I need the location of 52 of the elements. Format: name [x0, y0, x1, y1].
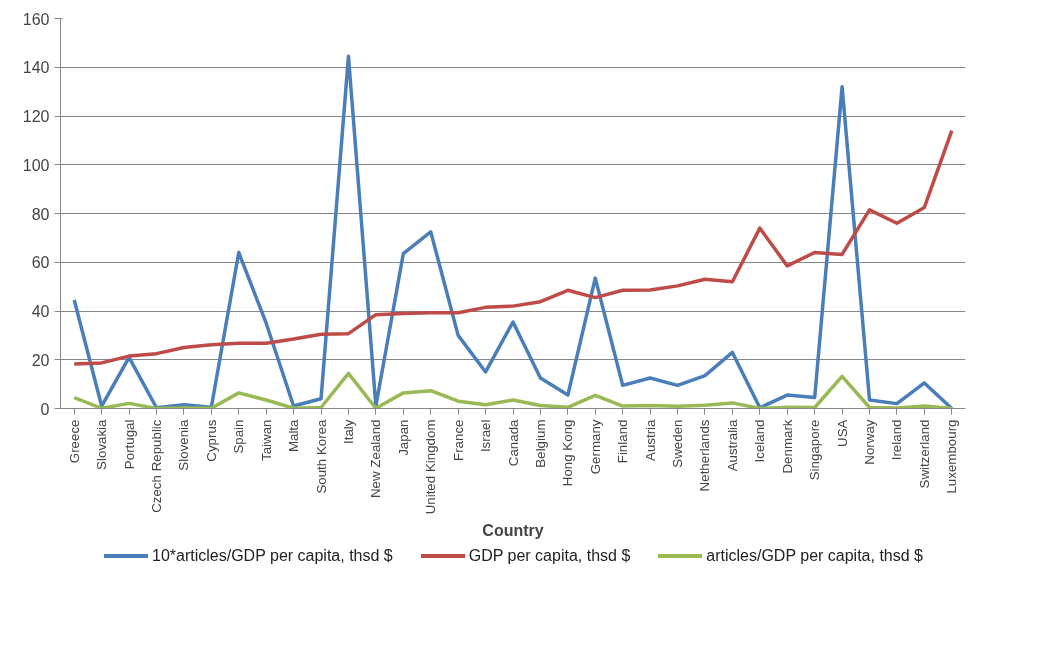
x-tick-label: Hong Kong: [560, 419, 576, 487]
x-tick-label: Norway: [862, 419, 878, 465]
x-tick-label: Iceland: [752, 419, 768, 463]
x-tick-label: Portugal: [121, 419, 137, 470]
x-tick-label: New Zealand: [368, 419, 384, 499]
x-tick-label: Austria: [642, 418, 658, 461]
legend-label: 10*articles/GDP per capita, thsd $: [152, 545, 393, 566]
x-tick-label: Switzerland: [916, 419, 932, 489]
x-tick-label: Luxembourg: [944, 419, 960, 494]
x-tick-label: France: [450, 419, 466, 461]
y-tick-label: 160: [22, 10, 50, 28]
x-tick-label: Canada: [505, 418, 521, 467]
x-tick-label: Germany: [587, 419, 603, 475]
x-tick-label: Greece: [66, 419, 82, 464]
y-tick-label: 140: [22, 59, 50, 77]
x-tick-label: Slovenia: [176, 418, 192, 471]
x-tick-label: Slovakia: [94, 418, 110, 470]
x-tick-label: Sweden: [670, 419, 686, 468]
y-tick-label: 0: [40, 400, 50, 418]
x-tick-label: Israel: [478, 419, 494, 453]
y-tick-label: 100: [22, 156, 50, 174]
legend-item: GDP per capita, thsd $: [420, 544, 631, 568]
line-series: [72, 54, 954, 409]
x-tick-label: Cyprus: [203, 419, 219, 462]
y-tick-label: 60: [31, 254, 50, 272]
legend-item: 10*articles/GDP per capita, thsd $: [104, 544, 393, 568]
y-tick-label: 120: [22, 108, 50, 125]
x-tick-label: Japan: [395, 419, 411, 456]
x-tick-label: Netherlands: [697, 419, 713, 492]
x-tick-label: Ireland: [889, 419, 905, 461]
x-tick-label: Spain: [231, 419, 247, 454]
x-tick-label: Belgium: [532, 419, 548, 468]
y-tick-label: 40: [31, 303, 50, 320]
x-tick-label: United Kingdom: [423, 419, 439, 515]
line-series: [72, 128, 954, 366]
y-tick-label: 80: [31, 205, 50, 223]
x-tick-label: Finland: [615, 419, 631, 464]
x-tick-label: Czech Republic: [148, 419, 164, 513]
legend-label: articles/GDP per capita, thsd $: [706, 545, 923, 566]
x-tick-label: South Korea: [313, 418, 329, 494]
x-tick-label: USA: [834, 419, 850, 447]
legend-label: GDP per capita, thsd $: [468, 545, 631, 566]
line-series: [72, 371, 954, 409]
x-tick-label: Malta: [286, 418, 302, 453]
x-tick-label: Taiwan: [258, 419, 274, 461]
y-tick-label: 20: [31, 351, 50, 369]
x-tick-label: Italy: [340, 419, 356, 444]
x-tick-label: Singapore: [807, 419, 823, 481]
x-tick-label: Denmark: [779, 419, 795, 474]
x-axis-title: Country: [482, 522, 544, 540]
legend-item: articles/GDP per capita, thsd $: [658, 544, 923, 568]
x-tick-label: Australia: [724, 418, 740, 472]
